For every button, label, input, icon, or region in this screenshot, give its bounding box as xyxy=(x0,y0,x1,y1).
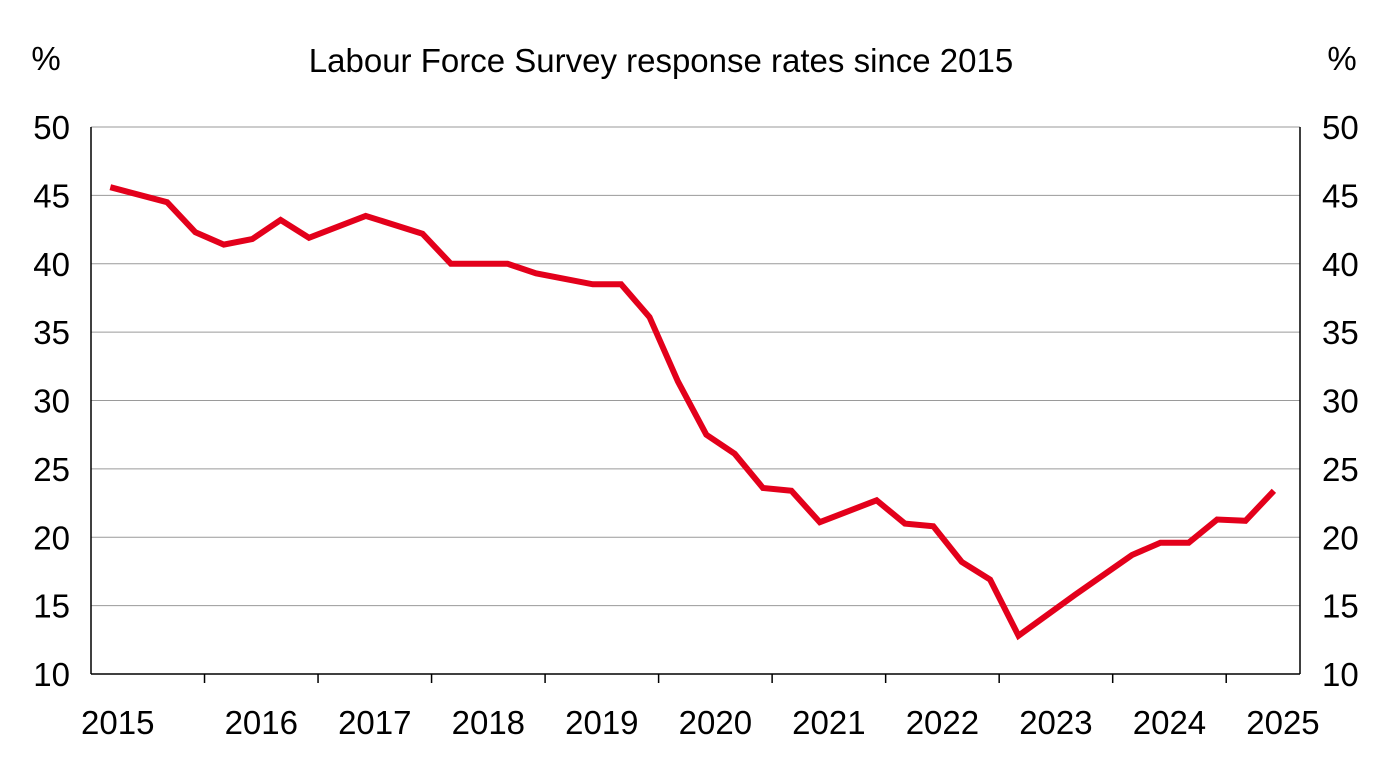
y-tick-left-35: 35 xyxy=(33,314,70,351)
x-tick-label-2024: 2024 xyxy=(1133,704,1206,741)
y-axis-left-ticks: 10 15 20 25 30 35 40 45 50 xyxy=(33,109,70,693)
y-tick-left-25: 25 xyxy=(33,451,70,488)
x-tick-label-2018: 2018 xyxy=(452,704,525,741)
y-tick-right-50: 50 xyxy=(1322,109,1359,146)
y-tick-left-30: 30 xyxy=(33,383,70,420)
y-tick-left-10: 10 xyxy=(33,656,70,693)
y-tick-right-30: 30 xyxy=(1322,383,1359,420)
x-tick-label-2015: 2015 xyxy=(81,704,154,741)
x-tick-label-2025: 2025 xyxy=(1246,704,1319,741)
y-tick-right-40: 40 xyxy=(1322,246,1359,283)
y-tick-right-10: 10 xyxy=(1322,656,1359,693)
chart-title: Labour Force Survey response rates since… xyxy=(309,42,1013,79)
x-tick-label-2023: 2023 xyxy=(1019,704,1092,741)
series-line-0 xyxy=(109,184,1277,641)
x-tick-label-2016: 2016 xyxy=(225,704,298,741)
gridlines xyxy=(91,126,1300,607)
y-tick-left-15: 15 xyxy=(33,588,70,625)
x-tick-label-2019: 2019 xyxy=(565,704,638,741)
x-tick-label-2021: 2021 xyxy=(792,704,865,741)
y-tick-right-20: 20 xyxy=(1322,519,1359,556)
y-tick-left-20: 20 xyxy=(33,519,70,556)
y-tick-right-35: 35 xyxy=(1322,314,1359,351)
y-tick-left-40: 40 xyxy=(33,246,70,283)
axes xyxy=(90,127,1301,675)
series-group xyxy=(109,184,1277,641)
x-tick-label-2017: 2017 xyxy=(338,704,411,741)
right-axis-unit: % xyxy=(1327,40,1356,77)
y-tick-right-15: 15 xyxy=(1322,588,1359,625)
y-tick-right-25: 25 xyxy=(1322,451,1359,488)
y-tick-right-45: 45 xyxy=(1322,177,1359,214)
left-axis-unit: % xyxy=(31,40,60,77)
y-axis-right-ticks: 10 15 20 25 30 35 40 45 50 xyxy=(1322,109,1359,693)
x-axis-ticks: 2015 2016 2017 2018 2019 2020 2021 2022 2023 2024… xyxy=(81,674,1320,741)
y-tick-left-45: 45 xyxy=(33,177,70,214)
x-tick-label-2022: 2022 xyxy=(906,704,979,741)
x-tick-label-2020: 2020 xyxy=(679,704,752,741)
y-tick-left-50: 50 xyxy=(33,109,70,146)
